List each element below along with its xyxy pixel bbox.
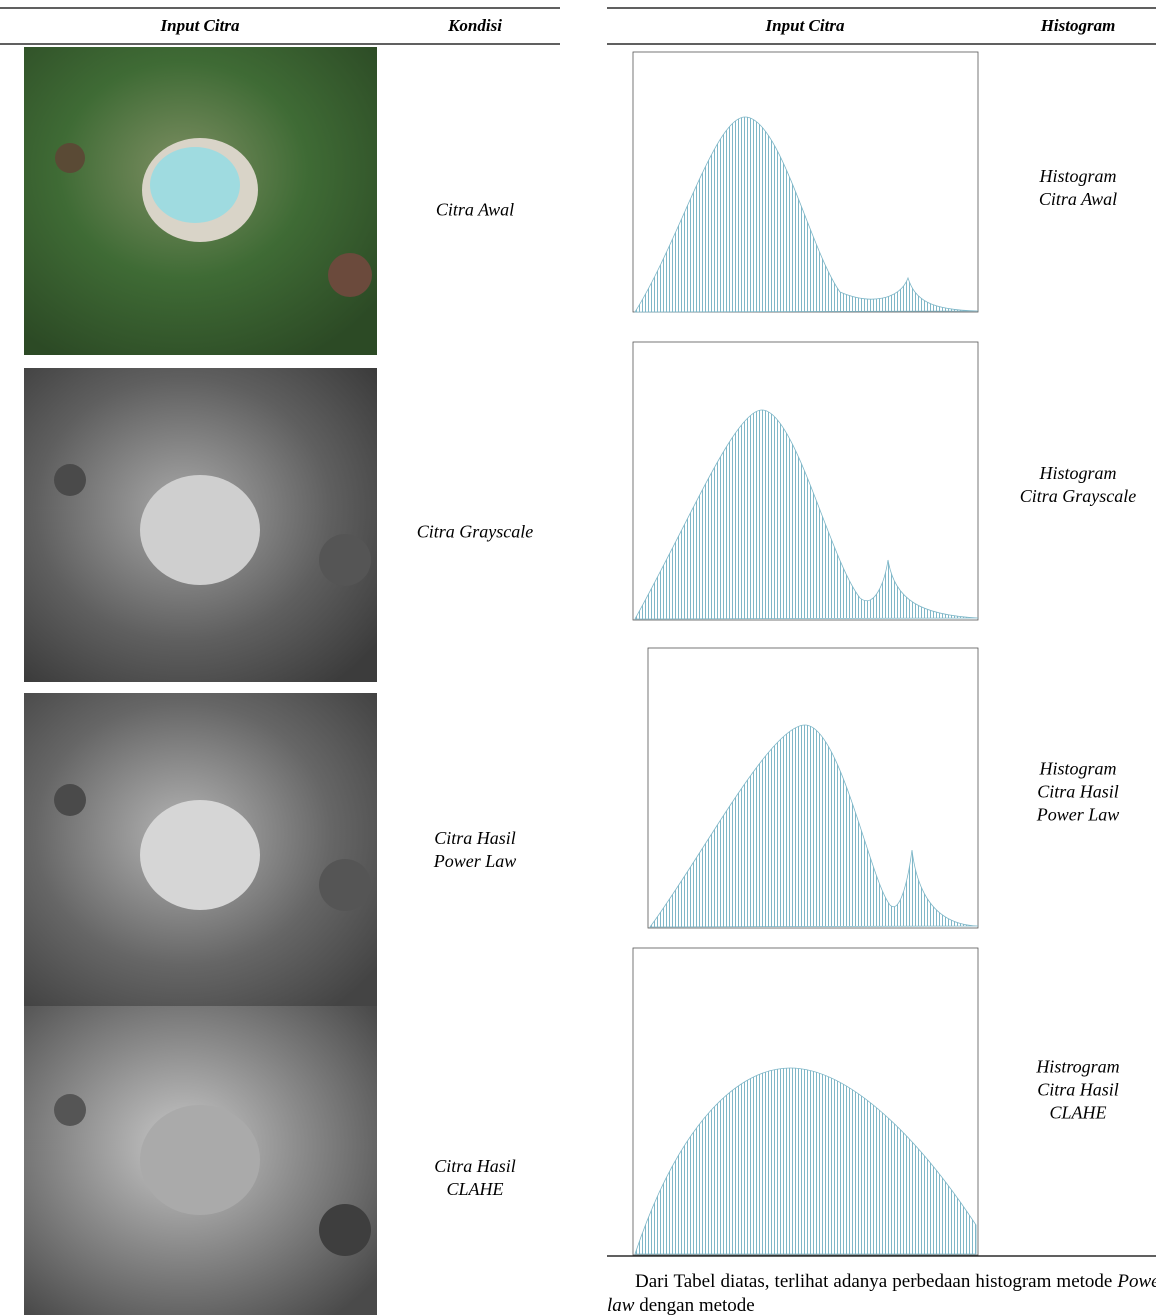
label-line: Citra Awal bbox=[1000, 188, 1156, 211]
table-header: Histogram bbox=[1000, 8, 1156, 44]
label-line: Citra Awal bbox=[390, 199, 560, 222]
paragraph-text: Dari Tabel diatas, terlihat adanya perbe… bbox=[635, 1271, 1117, 1292]
label-line: CLAHE bbox=[390, 1178, 560, 1201]
figure-layer bbox=[0, 0, 1156, 1315]
row-label: Citra Grayscale bbox=[390, 521, 560, 544]
page: Input Citra Kondisi Input Citra Histogra… bbox=[0, 0, 1156, 1315]
label-line: Histogram bbox=[1000, 165, 1156, 188]
table-header: Kondisi bbox=[400, 8, 550, 44]
label-line: Citra Grayscale bbox=[1000, 485, 1156, 508]
paragraph-text: dengan metode bbox=[634, 1295, 754, 1315]
label-line: Histogram bbox=[1000, 462, 1156, 485]
label-line: Citra Grayscale bbox=[390, 521, 560, 544]
label-line: Power Law bbox=[390, 850, 560, 873]
label-line: Citra Hasil bbox=[390, 1155, 560, 1178]
label-line: Power Law bbox=[1000, 804, 1156, 827]
label-line: Citra Hasil bbox=[1000, 781, 1156, 804]
table-header: Input Citra bbox=[100, 8, 300, 44]
paragraph: Dari Tabel diatas, terlihat adanya perbe… bbox=[607, 1270, 1156, 1315]
label-line: Histrogram bbox=[1000, 1056, 1156, 1079]
row-label: Citra Awal bbox=[390, 199, 560, 222]
histogram-images bbox=[633, 52, 978, 1255]
volcano-images bbox=[24, 47, 377, 1315]
label-line: CLAHE bbox=[1000, 1102, 1156, 1125]
table-header: Input Citra bbox=[705, 8, 905, 44]
label-line: Citra Hasil bbox=[1000, 1079, 1156, 1102]
label-line: Histogram bbox=[1000, 758, 1156, 781]
label-line: Citra Hasil bbox=[390, 827, 560, 850]
